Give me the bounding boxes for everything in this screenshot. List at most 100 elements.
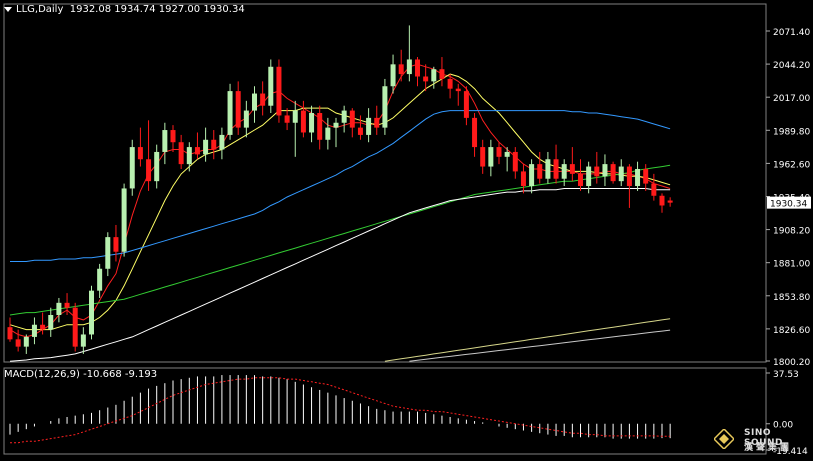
chart-header: LLG,Daily 1932.08 1934.74 1927.00 1930.3… [4, 4, 245, 15]
candle-body [569, 164, 575, 174]
candle-body [56, 302, 62, 316]
candle-body [72, 307, 78, 347]
candle-body [219, 134, 225, 150]
candle-body [268, 66, 274, 106]
y-tick-label: 2044.20 [773, 61, 810, 71]
candle-body [178, 142, 184, 165]
y-tick-label: 1853.80 [773, 293, 810, 303]
candle-body [643, 168, 649, 184]
candle-body [431, 69, 437, 82]
candle-body [406, 59, 412, 75]
y-tick-label: 2071.40 [773, 28, 810, 38]
y-tick-label: 1826.60 [773, 326, 810, 336]
macd-y-tick-label: 37.53 [773, 370, 799, 380]
candle-body [341, 110, 347, 123]
candle-body [529, 164, 535, 187]
candle-body [390, 64, 396, 87]
candle-body [89, 290, 94, 335]
candle-body [659, 195, 665, 206]
candle-body [325, 127, 331, 140]
candle-body [480, 147, 486, 167]
candle-body [472, 117, 478, 148]
candle-body [284, 115, 290, 123]
candle-body [635, 168, 641, 187]
candle-body [357, 127, 363, 135]
candle-body [415, 59, 420, 77]
diamond-emblem-icon [714, 429, 734, 449]
current-price-tag [767, 196, 811, 209]
candle-body [15, 339, 21, 347]
candle-body [553, 159, 559, 179]
macd-pane-border [3, 367, 767, 455]
dropdown-triangle-icon[interactable] [4, 6, 12, 12]
y-tick-label: 1989.80 [773, 127, 810, 137]
candle-body [366, 117, 372, 135]
candle-body [137, 147, 143, 160]
candle-body [146, 159, 152, 182]
candle-body [602, 164, 608, 177]
candle-body [610, 164, 616, 182]
candle-body [23, 336, 29, 347]
candle-body [626, 166, 632, 187]
candle-body [121, 188, 127, 252]
candle-body [80, 334, 86, 347]
candle-body [170, 130, 176, 143]
y-tick-label: 1908.20 [773, 227, 810, 237]
candle-body [382, 86, 388, 128]
candle-body [48, 315, 54, 330]
y-tick-label: 2017.00 [773, 94, 810, 104]
macd-y-tick-label: -19.414 [773, 447, 808, 457]
macd-y-tick-label: 0.00 [773, 421, 793, 431]
candle-body [586, 166, 592, 187]
candle-body [162, 130, 168, 152]
candle-body [292, 110, 298, 123]
symbol-label: LLG,Daily [16, 4, 64, 15]
candle-body [31, 324, 37, 337]
candle-body [252, 93, 257, 111]
candle-body [561, 164, 567, 179]
candle-body [243, 110, 249, 128]
candle-body [317, 113, 323, 140]
current-price-label: 1930.34 [770, 200, 807, 210]
macd-indicator-label: MACD(12,26,9) -10.668 -9.193 [4, 369, 158, 380]
candle-body [203, 139, 209, 155]
y-tick-label: 1800.20 [773, 358, 810, 368]
candle-body [211, 139, 217, 150]
candle-body [447, 78, 453, 89]
brand-logo: SINO SOUND 漢聲集團 [714, 427, 806, 457]
candle-body [64, 302, 70, 308]
candle-body [545, 159, 551, 179]
candle-body [309, 113, 315, 133]
moving-average-ma30 [10, 110, 671, 262]
candle-body [496, 147, 502, 157]
candle-body [186, 147, 192, 165]
candle-body [651, 183, 657, 196]
moving-average-ma5 [9, 63, 671, 338]
candle-body [667, 200, 673, 203]
candle-body [333, 122, 339, 128]
candle-body [537, 164, 543, 179]
candle-body [463, 91, 469, 118]
candle-body [504, 151, 510, 157]
candle-body [276, 66, 282, 116]
ohlc-values: 1932.08 1934.74 1927.00 1930.34 [69, 4, 245, 15]
candle-body [154, 151, 160, 182]
candle-body [7, 327, 13, 340]
candle-body [260, 93, 266, 106]
logo-text-cn: 漢聲集團 [744, 443, 793, 453]
candle-body [227, 91, 233, 135]
candle-body [113, 237, 119, 252]
candle-body [235, 91, 241, 128]
moving-average-ma10 [9, 73, 671, 331]
candle-body [455, 88, 461, 92]
candle-body [129, 147, 135, 189]
candle-body [578, 173, 583, 187]
y-tick-label: 1881.00 [773, 260, 810, 270]
logo-text-en: SINO SOUND [744, 428, 783, 448]
candle-body [300, 110, 306, 133]
candle-body [439, 69, 445, 79]
candle-body [512, 151, 518, 172]
y-tick-label: 1962.60 [773, 160, 810, 170]
candle-body [398, 64, 404, 75]
